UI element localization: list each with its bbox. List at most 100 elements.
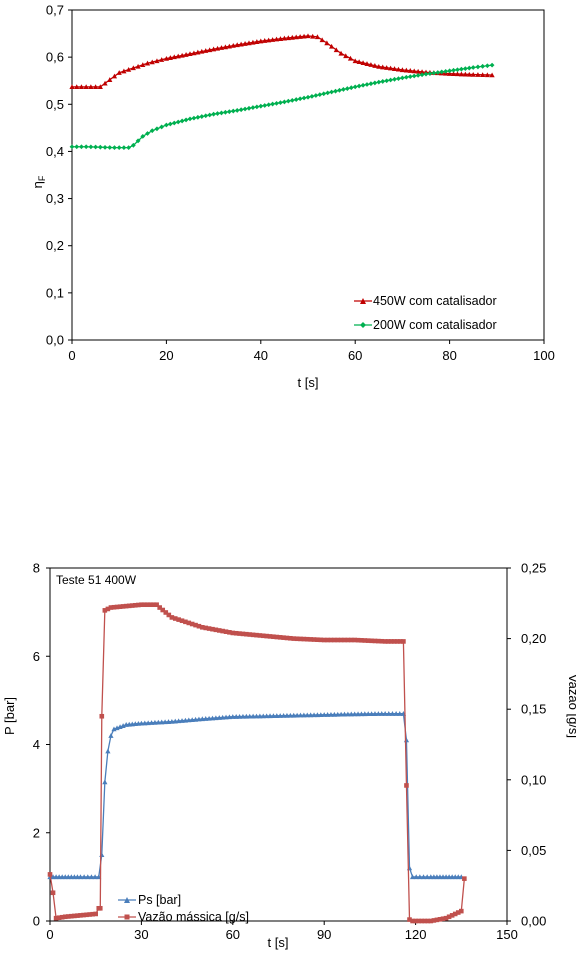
data-point (372, 711, 378, 716)
data-point (428, 918, 434, 924)
data-point (372, 638, 378, 644)
data-point (347, 55, 354, 61)
data-point (368, 62, 374, 67)
data-point (331, 711, 337, 717)
data-point (226, 43, 232, 49)
data-point (410, 918, 415, 924)
data-point (407, 74, 413, 80)
data-point (254, 632, 259, 638)
data-point (451, 67, 456, 73)
data-point (163, 55, 169, 61)
chart1-y-axis-label: ηF (30, 175, 47, 188)
data-point (199, 48, 205, 54)
data-point (321, 637, 327, 643)
data-point (329, 89, 334, 95)
data-point (183, 619, 188, 625)
data-point (189, 621, 195, 627)
data-point (309, 93, 315, 99)
data-point (285, 35, 291, 41)
data-point (466, 71, 472, 77)
data-point (250, 632, 256, 638)
data-point (179, 52, 185, 58)
data-point (284, 635, 290, 641)
data-point (77, 874, 84, 880)
data-point (413, 874, 419, 880)
data-point (305, 33, 311, 39)
data-point (380, 79, 386, 84)
data-point (203, 625, 209, 631)
data-point (419, 72, 425, 78)
data-point (375, 711, 381, 716)
data-point (175, 53, 181, 59)
data-point (219, 110, 224, 116)
data-point (333, 88, 338, 94)
data-point (152, 719, 158, 725)
data-point (129, 603, 135, 608)
chart2-x-axis: 0 30 60 90 120 150 (46, 921, 518, 942)
data-point (253, 713, 260, 719)
data-point (85, 874, 91, 880)
y-tick-label: 0,6 (46, 50, 64, 65)
data-point (358, 711, 365, 717)
data-point (238, 107, 244, 113)
legend-label-ps: Ps [bar] (138, 893, 181, 907)
data-point (242, 106, 248, 112)
data-point (332, 637, 337, 643)
data-point (304, 636, 310, 642)
data-point (246, 40, 252, 46)
data-point (145, 720, 151, 726)
data-point (211, 111, 216, 117)
data-point (179, 118, 185, 124)
data-point (88, 84, 94, 90)
data-point (369, 638, 374, 644)
data-point (169, 615, 175, 620)
legend-label-450w: 450W com catalisador (373, 294, 497, 308)
chart1-plot-area (71, 9, 545, 341)
data-point (262, 38, 268, 43)
x-tick-label: 90 (317, 927, 331, 942)
data-point (126, 66, 132, 72)
data-point (69, 84, 75, 90)
data-point (355, 711, 361, 717)
data-point (281, 635, 286, 640)
data-point (324, 40, 330, 46)
series-0 (69, 33, 495, 90)
data-point (317, 92, 323, 98)
data-point (107, 145, 113, 150)
data-point (144, 60, 151, 66)
data-point (328, 637, 334, 643)
data-point (343, 53, 349, 59)
data-point (338, 637, 344, 643)
data-point (209, 715, 216, 721)
x-tick-label: 0 (46, 927, 53, 942)
y-tick-label: 0,2 (46, 238, 64, 253)
data-point (345, 711, 351, 717)
data-point (223, 714, 229, 720)
legend-marker-ps (124, 897, 130, 903)
data-point (193, 622, 198, 628)
data-point (395, 639, 400, 644)
data-point (305, 94, 311, 100)
data-point (365, 638, 371, 643)
y-tick-label: 0,4 (46, 144, 64, 159)
legend-item-ps: Ps [bar] (118, 893, 181, 907)
data-point (97, 905, 103, 911)
legend-item-vazao: Vazão mássica [g/s] (118, 910, 249, 924)
data-point (328, 711, 334, 717)
data-point (301, 95, 307, 101)
data-point (287, 712, 293, 718)
data-point (149, 59, 155, 65)
data-point (424, 874, 430, 880)
x-tick-label: 30 (134, 927, 148, 942)
data-point (83, 144, 89, 150)
x-tick-label: 40 (254, 348, 268, 363)
data-point (102, 144, 108, 150)
data-point (148, 602, 153, 608)
legend-marker-450w (360, 298, 366, 304)
data-point (368, 711, 375, 717)
data-point (264, 713, 270, 719)
data-point (277, 635, 283, 640)
data-point (154, 58, 160, 64)
data-point (206, 626, 212, 631)
data-point (282, 99, 287, 105)
